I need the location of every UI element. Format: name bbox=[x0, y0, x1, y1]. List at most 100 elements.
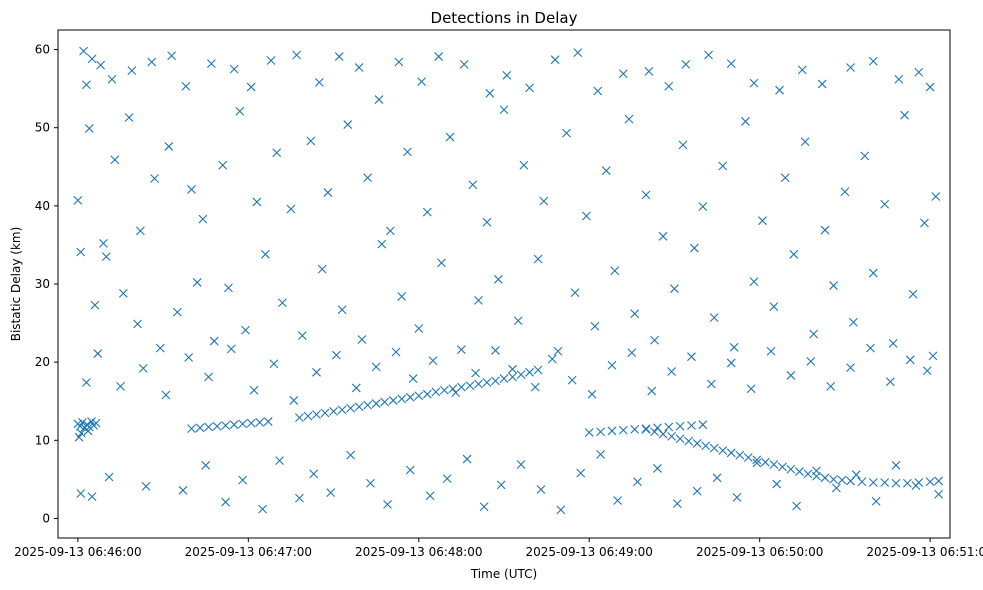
data-point bbox=[363, 400, 373, 410]
y-tick-label: 10 bbox=[35, 433, 50, 447]
data-point bbox=[431, 387, 441, 397]
data-point bbox=[749, 78, 759, 88]
data-point bbox=[107, 74, 117, 84]
data-point bbox=[482, 378, 492, 387]
data-point bbox=[96, 60, 105, 70]
data-point bbox=[346, 450, 355, 460]
data-point bbox=[164, 142, 174, 151]
data-point bbox=[809, 329, 819, 339]
data-point bbox=[76, 247, 86, 257]
data-point bbox=[317, 264, 327, 274]
data-point bbox=[366, 478, 375, 488]
data-point bbox=[664, 81, 674, 91]
series-track-B bbox=[584, 420, 944, 488]
data-point bbox=[351, 383, 361, 393]
data-point bbox=[391, 347, 401, 357]
data-point bbox=[286, 204, 296, 214]
data-point bbox=[363, 173, 373, 183]
data-point bbox=[465, 381, 475, 390]
data-point bbox=[581, 211, 591, 221]
data-point bbox=[508, 364, 517, 374]
data-point bbox=[633, 477, 642, 487]
data-point bbox=[124, 113, 134, 122]
data-point bbox=[295, 413, 304, 423]
data-point bbox=[689, 243, 699, 253]
data-point bbox=[812, 471, 821, 481]
data-point bbox=[334, 52, 344, 61]
data-point bbox=[74, 432, 84, 442]
y-tick-label: 60 bbox=[35, 43, 50, 57]
data-point bbox=[192, 278, 202, 287]
plot-frame bbox=[57, 29, 951, 539]
data-point bbox=[749, 277, 759, 287]
data-point bbox=[647, 386, 657, 396]
data-point bbox=[499, 105, 509, 115]
data-point bbox=[675, 434, 685, 444]
data-point bbox=[226, 344, 236, 354]
data-point bbox=[644, 67, 654, 76]
data-point bbox=[627, 348, 637, 358]
data-point bbox=[337, 405, 347, 415]
data-point bbox=[209, 336, 219, 346]
data-point bbox=[925, 82, 935, 92]
data-point bbox=[741, 117, 750, 126]
data-point bbox=[613, 496, 623, 505]
data-point bbox=[104, 472, 114, 482]
data-point bbox=[891, 478, 901, 488]
data-point bbox=[110, 155, 120, 165]
data-point bbox=[275, 456, 284, 466]
data-point bbox=[218, 160, 228, 170]
data-point bbox=[584, 428, 594, 437]
y-tick-label: 40 bbox=[35, 199, 50, 213]
data-point bbox=[155, 343, 165, 353]
data-point bbox=[516, 460, 526, 469]
x-tick-label: 2025-09-13 06:51:00 bbox=[866, 545, 983, 559]
data-point bbox=[570, 288, 580, 297]
data-point bbox=[499, 374, 509, 383]
data-point bbox=[246, 418, 256, 428]
data-point bbox=[550, 55, 560, 65]
data-point bbox=[900, 110, 909, 120]
data-point bbox=[732, 492, 742, 502]
data-point bbox=[295, 493, 304, 503]
data-point bbox=[658, 429, 668, 439]
data-point bbox=[934, 489, 944, 499]
data-point bbox=[885, 377, 895, 387]
data-point bbox=[931, 192, 941, 201]
data-point bbox=[533, 365, 543, 375]
data-point bbox=[786, 464, 796, 474]
data-point bbox=[530, 382, 540, 392]
data-point bbox=[562, 128, 571, 138]
data-point bbox=[326, 488, 336, 498]
data-point bbox=[383, 500, 392, 509]
data-point bbox=[329, 407, 338, 416]
y-tick-label: 50 bbox=[35, 121, 50, 135]
data-point bbox=[903, 478, 912, 488]
data-point bbox=[829, 281, 838, 290]
data-point bbox=[343, 120, 353, 129]
data-point bbox=[278, 298, 287, 308]
data-point bbox=[485, 88, 495, 98]
data-point bbox=[491, 376, 500, 386]
x-tick-label: 2025-09-13 06:47:00 bbox=[185, 545, 312, 559]
data-point bbox=[769, 302, 779, 312]
data-point bbox=[79, 46, 88, 56]
data-point bbox=[178, 485, 188, 495]
data-point bbox=[73, 195, 83, 205]
data-point bbox=[746, 384, 756, 394]
data-point bbox=[434, 52, 444, 61]
y-tick-label: 20 bbox=[35, 355, 50, 369]
data-point bbox=[405, 392, 415, 402]
data-point bbox=[729, 342, 739, 352]
data-point bbox=[547, 354, 557, 364]
data-point bbox=[675, 421, 685, 431]
data-point bbox=[760, 457, 770, 467]
data-point bbox=[272, 148, 282, 158]
data-point bbox=[90, 300, 100, 310]
data-point bbox=[99, 238, 108, 248]
data-point bbox=[934, 476, 944, 486]
data-point bbox=[539, 196, 549, 206]
data-point bbox=[258, 504, 267, 514]
data-point bbox=[846, 363, 855, 373]
